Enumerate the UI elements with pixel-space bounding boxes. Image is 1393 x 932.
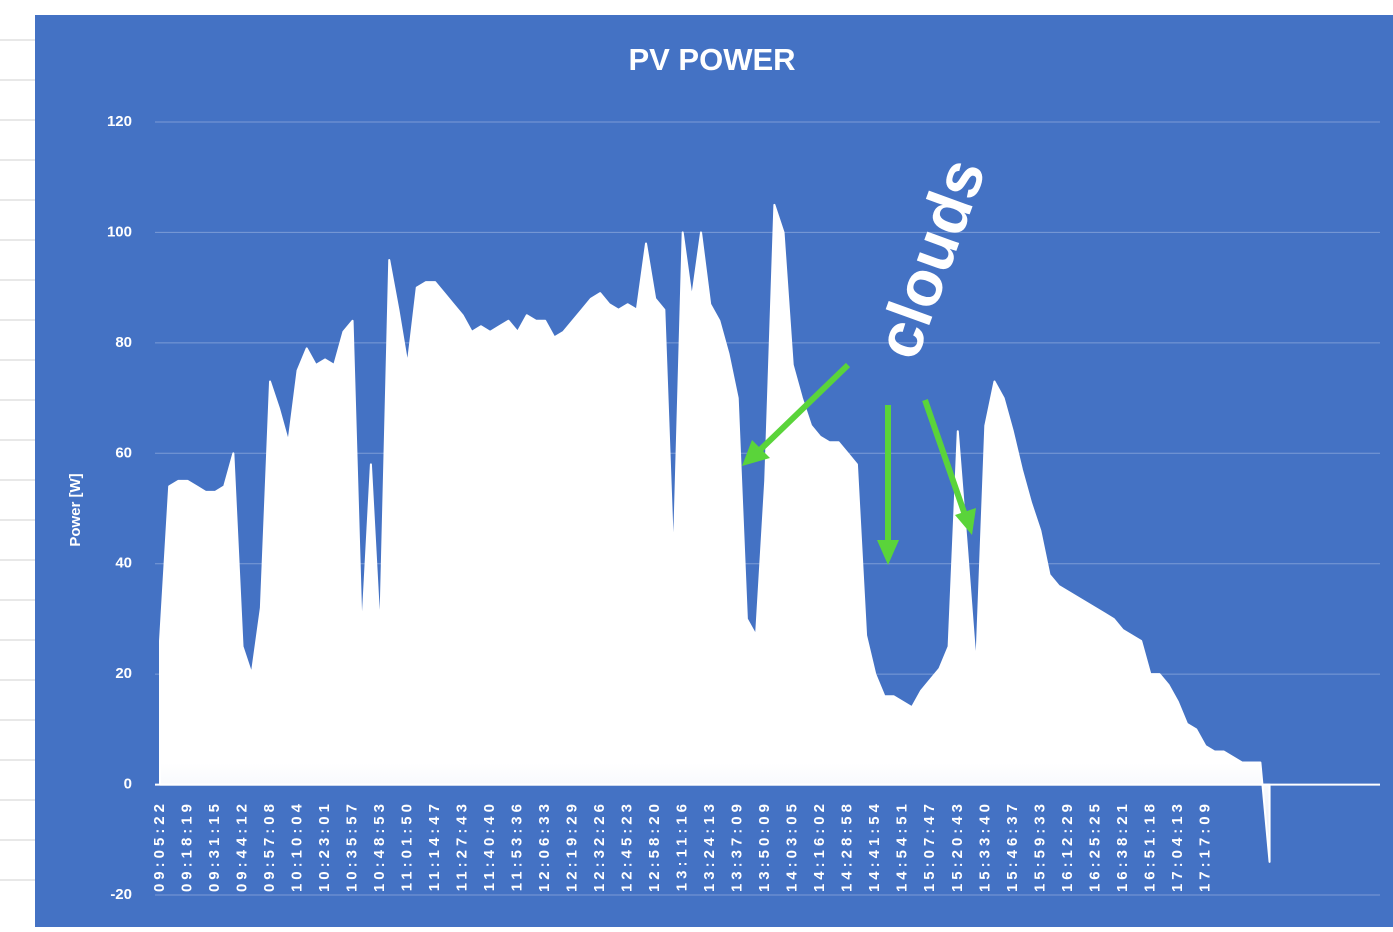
plot: 09:05:22 09:18:19 09:31:15 09:44:12 09:57:08… (151, 203, 1380, 892)
x-tick-label: 09:44:12 (233, 800, 250, 892)
x-tick-label: 14:16:02 (811, 800, 828, 892)
y-tick-label: 0 (124, 776, 132, 793)
x-tick-label: 13:24:13 (701, 800, 718, 892)
x-tick-label: 10:10:04 (289, 800, 306, 892)
x-tick-label: 10:35:57 (344, 800, 361, 892)
x-tick-label: 17:04:13 (1169, 800, 1186, 892)
x-tick-label: 12:19:29 (564, 800, 581, 892)
x-tick-label: 11:40:40 (481, 800, 498, 891)
x-tick-label: 12:45:23 (619, 800, 636, 892)
y-tick-label: 100 (107, 223, 132, 240)
arrows (742, 362, 976, 565)
y-axis-label: Power [W] (67, 473, 84, 546)
chart-title: PV POWER (628, 42, 795, 77)
x-tick-label: 12:06:33 (536, 800, 553, 892)
x-tick-label: 14:03:05 (784, 800, 801, 892)
y-tick-label: 120 (107, 113, 132, 130)
x-tick-label: 12:32:26 (591, 800, 608, 892)
y-tick-label: 60 (115, 444, 132, 461)
x-tick-label: 11:14:47 (426, 800, 443, 891)
y-tick-label: 20 (115, 665, 132, 682)
x-tick-label: 14:41:54 (866, 800, 883, 892)
x-tick-label: 15:07:47 (921, 800, 938, 892)
x-tick-label: 14:54:51 (894, 800, 911, 892)
x-tick-label: 15:20:43 (949, 800, 966, 892)
x-tick-label: 10:23:01 (316, 800, 333, 892)
y-tick-label: 40 (115, 555, 132, 572)
x-tick-label: 15:59:33 (1031, 800, 1048, 892)
x-tick-label: 09:31:15 (206, 800, 223, 892)
x-tick-label: 11:01:50 (399, 800, 416, 891)
x-tick-label: 13:50:09 (756, 800, 773, 892)
area (159, 203, 1271, 863)
x-tick-label: 14:28:58 (839, 800, 856, 892)
y-tick-label: 80 (115, 334, 132, 351)
sheet-lines (0, 39, 35, 881)
x-tick-label: 17:17:09 (1196, 800, 1213, 892)
x-tick-label: 15:46:37 (1004, 800, 1021, 892)
x-tick-label: 15:33:40 (976, 800, 993, 892)
x-tick-label: 11:53:36 (509, 800, 526, 891)
x-tick-label: 09:18:19 (178, 800, 195, 892)
x-tick-label: 16:51:18 (1141, 800, 1158, 892)
x-tick-label: 10:48:53 (371, 800, 388, 892)
x-tick-label: 13:37:09 (729, 800, 746, 892)
x-tick-label: 11:27:43 (454, 800, 471, 891)
x-tick-label: 09:05:22 (151, 800, 168, 892)
y-tick-label: -20 (110, 886, 132, 903)
x-tick-label: 13:11:16 (674, 800, 691, 891)
x-tick-label: 12:58:20 (646, 800, 663, 892)
x-tick-label: 16:25:25 (1086, 800, 1103, 892)
x-tick-label: 09:57:08 (261, 800, 278, 892)
x-tick-label: 16:38:21 (1114, 800, 1131, 892)
x-tick-label: 16:12:29 (1059, 800, 1076, 892)
